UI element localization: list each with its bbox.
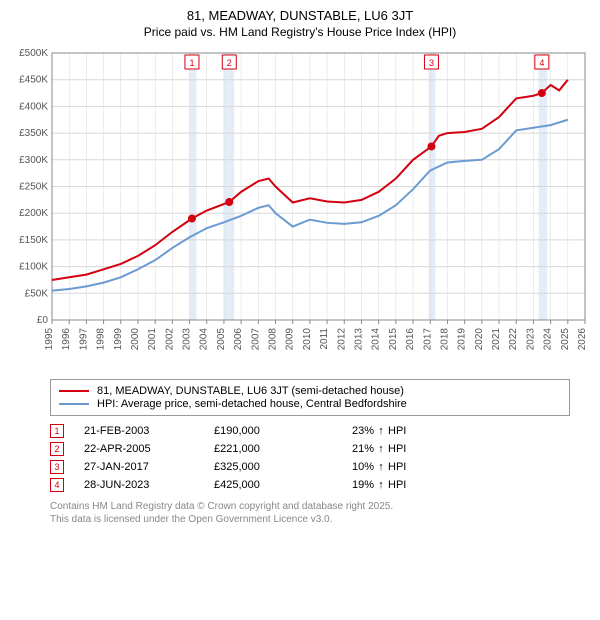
x-tick-label: 2007 <box>250 328 261 351</box>
transaction-number-marker: 4 <box>50 478 64 492</box>
transactions-table: 121-FEB-2003£190,00023%↑HPI222-APR-2005£… <box>50 424 590 492</box>
transaction-price: £325,000 <box>214 461 324 473</box>
x-tick-label: 2019 <box>457 328 468 351</box>
x-tick-label: 2021 <box>491 328 502 351</box>
transaction-marker-label: 4 <box>539 58 544 68</box>
transaction-date: 21-FEB-2003 <box>84 425 214 437</box>
footer-line-2: This data is licensed under the Open Gov… <box>50 513 590 526</box>
x-tick-label: 2018 <box>439 328 450 351</box>
transaction-dot <box>427 142 435 150</box>
transaction-number-marker: 3 <box>50 460 64 474</box>
x-tick-label: 2013 <box>353 328 364 351</box>
x-tick-label: 2020 <box>474 328 485 351</box>
transaction-date: 28-JUN-2023 <box>84 479 214 491</box>
transaction-hpi-label: HPI <box>388 461 428 473</box>
chart-area: £0 £50K £100K £150K £200K £250K £300K £350K £400… <box>10 45 590 375</box>
x-tick-label: 2016 <box>405 328 416 351</box>
y-tick-label: £500K <box>19 48 48 59</box>
transaction-hpi-label: HPI <box>388 425 428 437</box>
transaction-price: £190,000 <box>214 425 324 437</box>
page-title: 81, MEADWAY, DUNSTABLE, LU6 3JT <box>10 8 590 23</box>
transaction-row: 3 27-JAN-2017£325,00010%↑HPI <box>50 460 590 474</box>
transaction-percent: 21% <box>324 443 374 455</box>
x-tick-label: 2000 <box>130 328 141 351</box>
transaction-marker-label: 3 <box>429 58 434 68</box>
transaction-arrow-icon: ↑ <box>374 479 388 491</box>
x-tick-label: 2024 <box>543 328 554 351</box>
x-tick-label: 2014 <box>371 328 382 351</box>
x-tick-label: 2025 <box>560 328 571 351</box>
x-tick-label: 2009 <box>285 328 296 351</box>
transaction-date: 22-APR-2005 <box>84 443 214 455</box>
transaction-dot <box>538 89 546 97</box>
transaction-dot <box>188 215 196 223</box>
transaction-number-marker: 2 <box>50 442 64 456</box>
transaction-price: £221,000 <box>214 443 324 455</box>
x-tick-label: 2002 <box>164 328 175 351</box>
legend-swatch <box>59 403 89 405</box>
line-chart: £0 £50K £100K £150K £200K £250K £300K £350K £400… <box>10 45 590 375</box>
x-tick-label: 2001 <box>147 328 158 351</box>
transaction-number-marker: 1 <box>50 424 64 438</box>
page-subtitle: Price paid vs. HM Land Registry's House … <box>10 25 590 39</box>
y-tick-label: £200K <box>19 208 48 219</box>
x-tick-label: 1997 <box>78 328 89 351</box>
legend-item: HPI: Average price, semi-detached house,… <box>59 398 561 410</box>
transaction-percent: 10% <box>324 461 374 473</box>
x-tick-label: 1999 <box>113 328 124 351</box>
y-tick-label: £250K <box>19 182 48 193</box>
x-tick-label: 2022 <box>508 328 519 351</box>
y-tick-label: £300K <box>19 155 48 166</box>
transaction-percent: 23% <box>324 425 374 437</box>
x-tick-label: 2026 <box>577 328 588 351</box>
transaction-date: 27-JAN-2017 <box>84 461 214 473</box>
transaction-row: 1 21-FEB-2003£190,00023%↑HPI <box>50 424 590 438</box>
transaction-percent: 19% <box>324 479 374 491</box>
legend-label: HPI: Average price, semi-detached house,… <box>97 398 407 410</box>
x-tick-label: 2004 <box>199 328 210 351</box>
transaction-dot <box>225 198 233 206</box>
transaction-price: £425,000 <box>214 479 324 491</box>
x-tick-label: 1998 <box>96 328 107 351</box>
y-tick-label: £400K <box>19 101 48 112</box>
transaction-arrow-icon: ↑ <box>374 461 388 473</box>
legend-swatch <box>59 390 89 392</box>
y-tick-label: £350K <box>19 128 48 139</box>
transaction-row: 4 28-JUN-2023£425,00019%↑HPI <box>50 478 590 492</box>
footer-line-1: Contains HM Land Registry data © Crown c… <box>50 500 590 513</box>
legend-item: 81, MEADWAY, DUNSTABLE, LU6 3JT (semi-de… <box>59 385 561 397</box>
x-tick-label: 2006 <box>233 328 244 351</box>
x-tick-label: 2017 <box>422 328 433 351</box>
transaction-marker-label: 2 <box>227 58 232 68</box>
legend: 81, MEADWAY, DUNSTABLE, LU6 3JT (semi-de… <box>50 379 570 416</box>
footer-attribution: Contains HM Land Registry data © Crown c… <box>50 500 590 526</box>
chart-container: 81, MEADWAY, DUNSTABLE, LU6 3JT Price pa… <box>0 0 600 536</box>
x-tick-label: 2023 <box>525 328 536 351</box>
legend-label: 81, MEADWAY, DUNSTABLE, LU6 3JT (semi-de… <box>97 385 404 397</box>
x-tick-label: 2015 <box>388 328 399 351</box>
y-tick-label: £50K <box>25 288 49 299</box>
y-tick-label: £0 <box>37 315 49 326</box>
transaction-marker-label: 1 <box>189 58 194 68</box>
transaction-hpi-label: HPI <box>388 443 428 455</box>
x-tick-label: 2003 <box>182 328 193 351</box>
x-tick-label: 2005 <box>216 328 227 351</box>
transaction-arrow-icon: ↑ <box>374 443 388 455</box>
y-tick-label: £450K <box>19 75 48 86</box>
transaction-row: 2 22-APR-2005£221,00021%↑HPI <box>50 442 590 456</box>
y-tick-label: £100K <box>19 262 48 273</box>
x-tick-label: 2012 <box>336 328 347 351</box>
transaction-arrow-icon: ↑ <box>374 425 388 437</box>
x-tick-label: 2010 <box>302 328 313 351</box>
y-tick-label: £150K <box>19 235 48 246</box>
x-tick-label: 1995 <box>44 328 55 351</box>
x-tick-label: 1996 <box>61 328 72 351</box>
transaction-hpi-label: HPI <box>388 479 428 491</box>
x-tick-label: 2008 <box>268 328 279 351</box>
x-tick-label: 2011 <box>319 328 330 350</box>
